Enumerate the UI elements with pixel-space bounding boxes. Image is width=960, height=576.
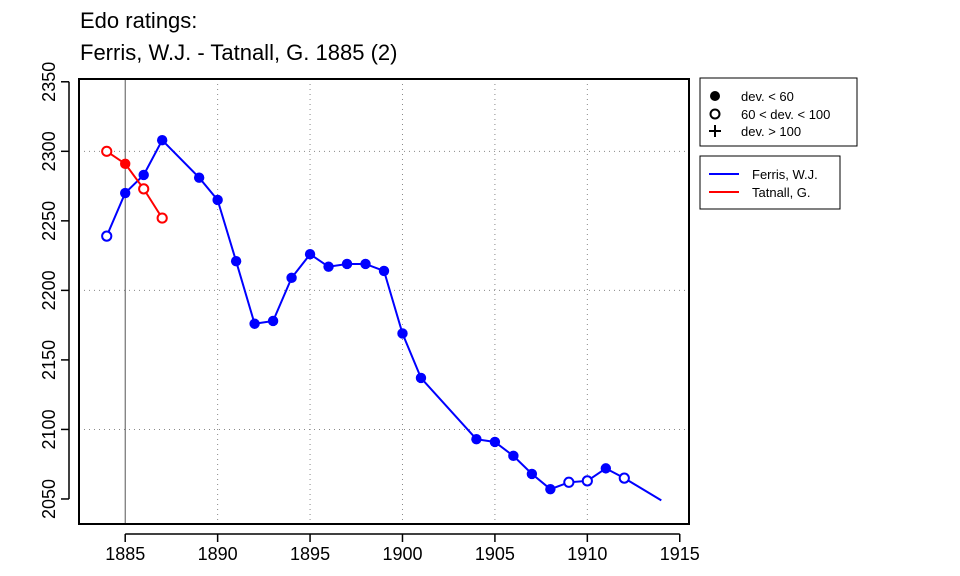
data-point-ferris [120, 187, 131, 199]
x-tick-label: 1895 [290, 544, 330, 564]
player-legend-label-ferris: Ferris, W.J. [752, 167, 818, 182]
open-circle-icon [709, 108, 721, 120]
y-tick-label: 2150 [39, 340, 59, 380]
y-tick-label: 2300 [39, 131, 59, 171]
data-point-ferris [489, 436, 501, 448]
data-point-tatnall [101, 145, 113, 157]
data-point-ferris [600, 463, 612, 474]
data-point-ferris [397, 328, 408, 339]
x-tick-label: 1910 [567, 544, 607, 564]
data-point-ferris [249, 318, 260, 329]
data-point-tatnall [120, 158, 131, 170]
data-point-tatnall [156, 212, 168, 224]
marker-legend-label-0: dev. < 60 [741, 89, 794, 104]
data-point-tatnall [138, 183, 150, 195]
chart-title-line-1: Edo ratings: [80, 8, 198, 33]
y-tick-label: 2200 [39, 270, 59, 310]
data-point-ferris [138, 169, 149, 181]
player-legend-label-tatnall: Tatnall, G. [752, 185, 811, 200]
series-line-tatnall [106, 150, 164, 219]
data-point-ferris [341, 258, 353, 270]
chart-title-line-2: Ferris, W.J. - Tatnall, G. 1885 (2) [80, 40, 398, 65]
x-tick-label: 1915 [660, 544, 700, 564]
data-point-ferris [101, 230, 113, 242]
data-point-ferris [304, 249, 316, 260]
data-point-ferris [360, 258, 371, 270]
x-tick-label: 1905 [475, 544, 515, 564]
data-point-ferris [323, 261, 334, 272]
marker-legend-label-1: 60 < dev. < 100 [741, 107, 830, 122]
data-point-ferris [581, 475, 593, 487]
data-point-ferris [267, 315, 279, 327]
data-point-ferris [286, 272, 297, 284]
series-layer [101, 134, 662, 502]
marker-legend-box [699, 77, 858, 147]
marker-legend-label-2: dev. > 100 [741, 124, 801, 139]
series-line-ferris [105, 138, 662, 502]
data-point-ferris [212, 194, 223, 206]
data-point-ferris [378, 265, 390, 277]
data-point-ferris [230, 255, 242, 267]
player-legend: Ferris, W.J. Tatnall, G. [699, 155, 841, 210]
data-point-ferris [156, 134, 168, 146]
data-point-ferris [526, 468, 538, 480]
data-point-ferris [563, 476, 575, 488]
y-tick-label: 2100 [39, 409, 59, 449]
x-tick-label: 1890 [198, 544, 238, 564]
data-point-ferris [471, 433, 482, 445]
plus-icon [709, 125, 721, 137]
y-tick-label: 2250 [39, 201, 59, 241]
data-point-ferris [508, 450, 519, 462]
y-tick-label: 2350 [39, 62, 59, 102]
marker-legend: dev. < 60 60 < dev. < 100 dev. > 100 [699, 77, 858, 147]
data-point-ferris [618, 472, 630, 484]
plot-frame [78, 78, 690, 525]
axes: 1885 1890 1895 1900 1905 1910 1915 2050 2100 2150… [39, 62, 700, 564]
data-point-ferris [193, 172, 205, 183]
data-point-ferris [545, 484, 556, 495]
data-point-ferris [415, 372, 427, 384]
filled-circle-icon [710, 91, 720, 101]
x-tick-label: 1900 [382, 544, 422, 564]
y-tick-label: 2050 [39, 479, 59, 519]
x-tick-label: 1885 [105, 544, 145, 564]
player-legend-box [699, 155, 841, 210]
grid-lines [79, 79, 689, 524]
